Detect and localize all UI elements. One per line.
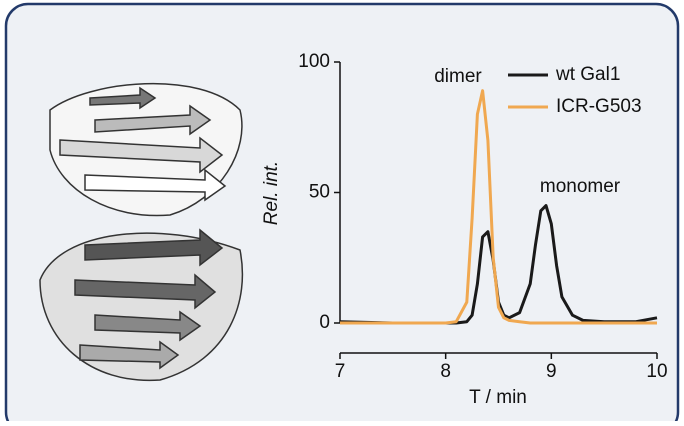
y-tick-label: 100	[298, 51, 330, 72]
y-tick-label: 50	[309, 182, 330, 203]
legend-label: wt Gal1	[555, 64, 620, 85]
y-axis-label: Rel. int.	[261, 161, 282, 225]
x-tick-label: 8	[440, 361, 451, 382]
legend-label: ICR-G503	[556, 96, 642, 117]
annotation: monomer	[540, 176, 621, 197]
annotation: dimer	[434, 66, 482, 87]
y-tick-label: 0	[319, 312, 330, 333]
protein-illustration	[39, 82, 244, 382]
x-tick-label: 9	[546, 361, 557, 382]
x-axis-label: T / min	[469, 387, 527, 408]
line	[339, 204, 658, 325]
x-tick-label: 10	[646, 361, 667, 382]
line	[340, 89, 657, 325]
x-tick-label: 7	[335, 361, 346, 382]
